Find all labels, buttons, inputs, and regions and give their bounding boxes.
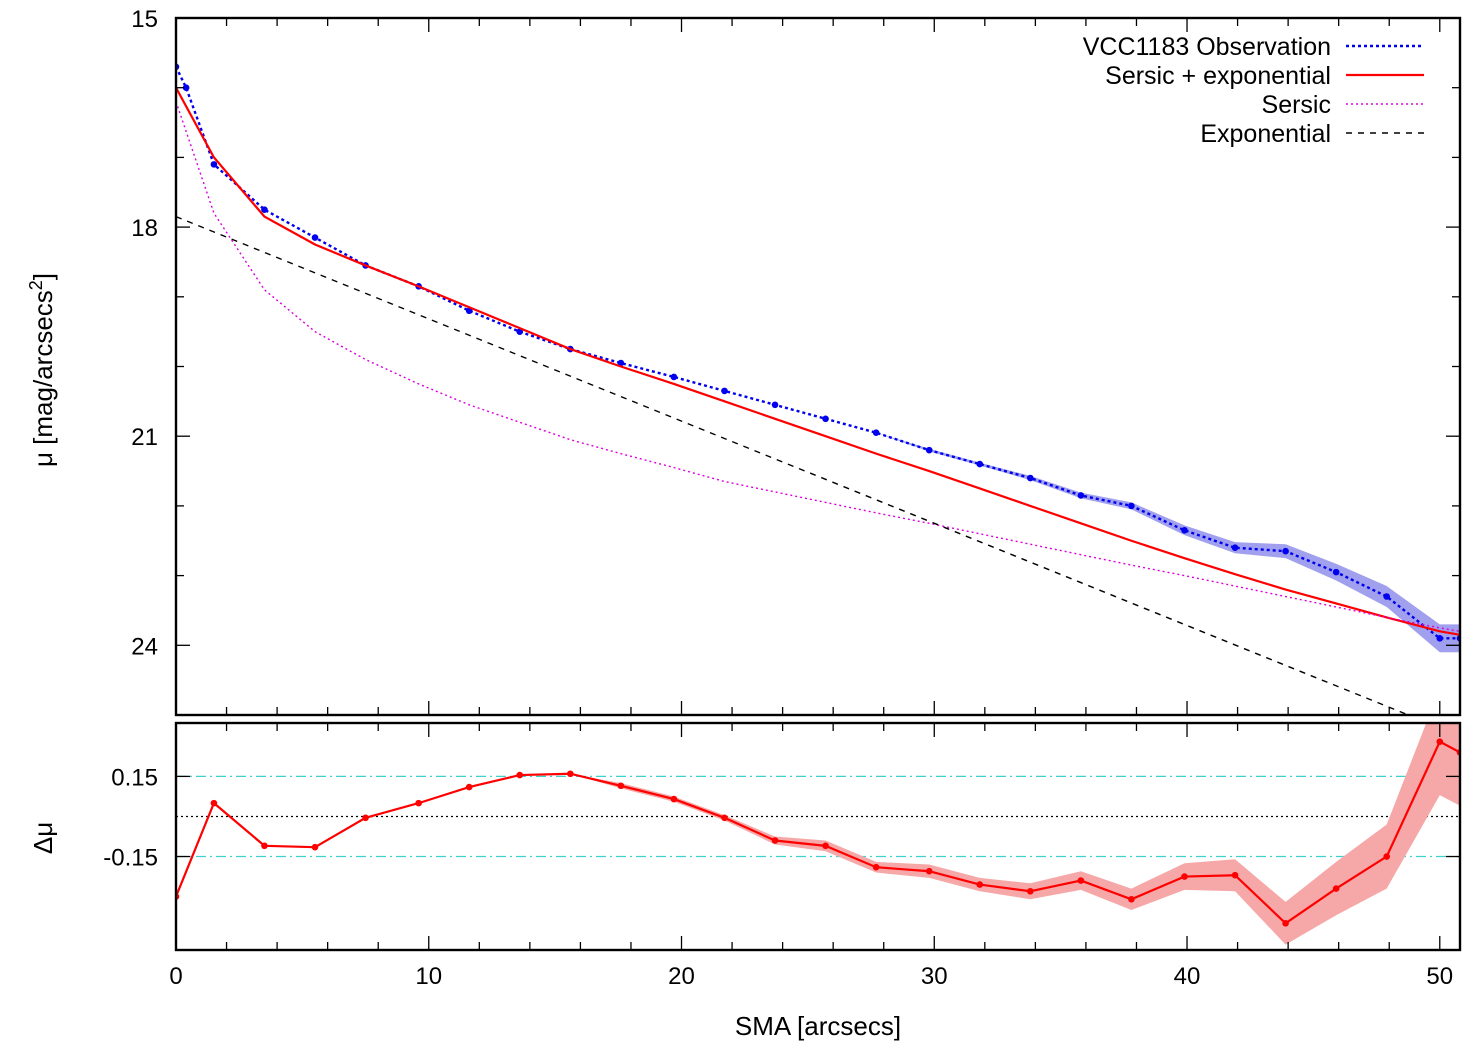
top-data-point: [1027, 474, 1034, 482]
top-data-point: [261, 206, 268, 213]
bottom-data-point: [566, 770, 574, 778]
top-data-point: [872, 429, 880, 437]
top-y-axis-label-text: μ [mag/arcsecs: [28, 290, 58, 467]
bottom-data-point: [771, 837, 779, 844]
top-data-point: [976, 460, 984, 468]
legend-label: Exponential: [1200, 120, 1331, 148]
legend-label: VCC1183 Observation: [1083, 33, 1331, 61]
bottom-frame: [174, 721, 1462, 952]
bottom-data-point: [261, 842, 268, 850]
top-data-point: [925, 446, 933, 454]
bottom-data-point: [822, 842, 829, 850]
bottom-x-axis-label: SMA [arcsecs]: [735, 1011, 901, 1041]
top-data-point: [1128, 502, 1135, 510]
bottom-data-point: [1077, 877, 1085, 884]
bottom-data-point: [210, 799, 218, 807]
top-data-point: [1383, 593, 1391, 600]
bottom-x-tick-label: 40: [1174, 963, 1201, 990]
bottom-error-band: [176, 723, 1460, 945]
top-error-band: [176, 66, 1460, 653]
top-plot-area: [176, 63, 1460, 715]
bottom-data-point: [1128, 895, 1135, 903]
legend-label: Sersic + exponential: [1105, 62, 1331, 90]
bottom-x-tick-label: 10: [415, 963, 442, 990]
top-data-point: [1332, 568, 1340, 576]
bottom-data-point: [465, 783, 473, 791]
bottom-data-point: [670, 795, 678, 803]
bottom-y-tick-label: -0.15: [103, 845, 158, 872]
top-data-point: [1077, 492, 1085, 499]
top-data-point: [822, 415, 829, 423]
bottom-data-point: [721, 814, 728, 822]
bottom-panel: 0.15 -0.15 0 10 20 30 40 50: [103, 721, 1462, 990]
bottom-x-tick-label: 50: [1426, 963, 1453, 990]
top-y-axis-label-superscript: 2: [26, 280, 46, 290]
top-panel: 15 18 21 24: [131, 6, 1462, 717]
top-y-axis-label: μ [mag/arcsecs2]: [26, 273, 58, 467]
top-data-point: [721, 387, 728, 395]
top-data-point: [1231, 544, 1239, 552]
top-series-line: [176, 101, 1460, 633]
top-series-line: [176, 66, 1460, 640]
bottom-data-point: [1383, 853, 1391, 860]
bottom-data-point: [1332, 885, 1340, 892]
top-series-line: [176, 215, 1411, 715]
bottom-x-tick-label: 30: [921, 963, 948, 990]
top-data-point: [311, 234, 319, 241]
bottom-data-point: [1181, 873, 1188, 880]
top-data-point: [1436, 635, 1444, 642]
top-data-point: [210, 161, 218, 168]
top-y-tick-label: 21: [131, 424, 158, 451]
top-y-tick-label: 18: [131, 215, 158, 242]
bottom-data-point: [1231, 871, 1239, 879]
bottom-data-point: [925, 867, 933, 875]
bottom-data-point: [362, 814, 369, 822]
bottom-data-point: [516, 771, 524, 779]
top-data-point: [617, 359, 625, 367]
bottom-data-point: [1027, 887, 1034, 895]
top-y-axis-label-close: ]: [28, 273, 58, 280]
top-y-tick-label: 15: [131, 6, 158, 33]
bottom-data-point: [415, 799, 422, 807]
bottom-data-point: [976, 881, 984, 888]
top-data-point: [670, 373, 678, 381]
top-data-point: [182, 84, 190, 91]
bottom-x-tick-label: 0: [169, 963, 182, 990]
top-data-point: [1181, 526, 1188, 534]
top-series-line: [176, 87, 1460, 636]
bottom-data-point: [1436, 738, 1444, 745]
top-data-point: [771, 401, 779, 409]
bottom-data-point: [311, 843, 319, 851]
bottom-data-point: [872, 863, 880, 871]
bottom-data-point: [617, 782, 625, 790]
bottom-data-point: [1282, 919, 1289, 927]
bottom-y-tick-label: 0.15: [111, 764, 158, 791]
bottom-y-axis-label: Δμ: [28, 822, 58, 854]
top-y-tick-label: 24: [131, 633, 158, 660]
bottom-plot-area: [176, 723, 1460, 945]
bottom-x-tick-label: 20: [668, 963, 695, 990]
legend-label: Sersic: [1262, 91, 1331, 119]
top-data-point: [1282, 547, 1289, 555]
